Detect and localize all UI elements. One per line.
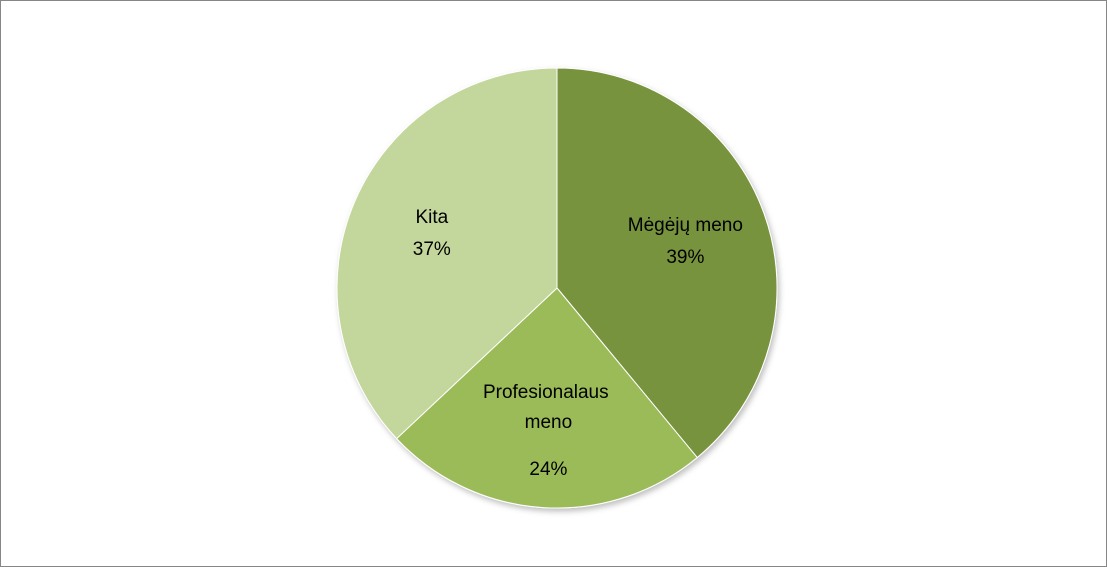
pie (336, 67, 778, 509)
slice-value-label: 39% (666, 247, 704, 268)
slice-category-label: Mėgėjų meno (628, 215, 743, 236)
pie-slice (336, 67, 558, 440)
pie-slice (395, 287, 698, 509)
pie-slice (556, 67, 778, 459)
slice-category-label: Profesionalaus meno (483, 382, 614, 433)
slice-category-label: Kita (415, 207, 448, 228)
slice-value-label: 24% (529, 459, 567, 480)
slice-value-label: 37% (413, 239, 451, 260)
